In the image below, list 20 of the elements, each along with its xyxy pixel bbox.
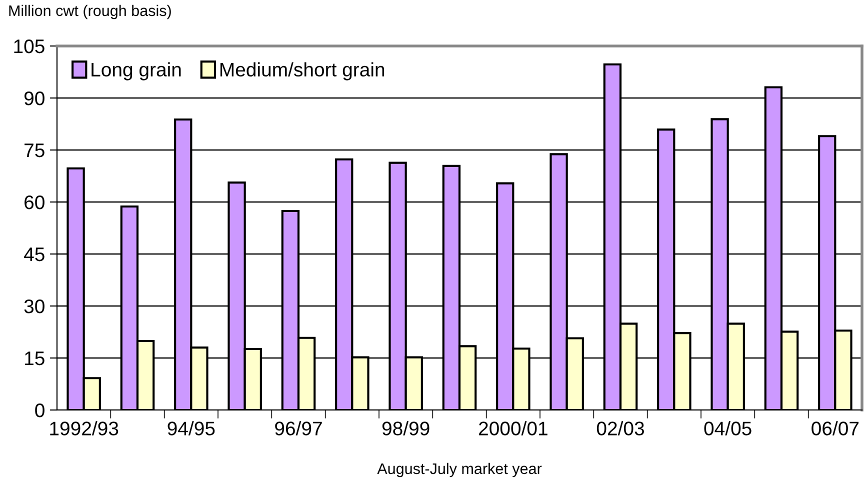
legend-label: Long grain — [92, 62, 181, 80]
y-tick-label: 60 — [24, 195, 44, 210]
x-tick-label: 2000/01 — [479, 421, 548, 436]
x-tick-label: 94/95 — [168, 421, 215, 436]
y-tick-label: 0 — [35, 403, 44, 418]
y-axis-title: Million cwt (rough basis) — [9, 4, 171, 20]
y-tick-label: 75 — [24, 144, 44, 158]
y-tick-label: 30 — [24, 299, 44, 314]
x-axis-title: August-July market year — [377, 462, 542, 478]
y-tick-label: 105 — [14, 39, 44, 54]
y-tick-label: 90 — [24, 91, 44, 106]
y-tick-label: 45 — [24, 248, 44, 262]
x-tick-label: 06/07 — [812, 421, 859, 436]
y-tick-label: 15 — [25, 352, 44, 366]
x-tick-label: 04/05 — [704, 421, 752, 436]
x-tick-label: 98/99 — [382, 421, 430, 436]
legend-label: Medium/short grain — [220, 62, 384, 80]
x-tick-label: 96/97 — [275, 421, 322, 436]
x-tick-label: 1992/93 — [50, 421, 118, 436]
x-tick-label: 02/03 — [596, 421, 644, 436]
